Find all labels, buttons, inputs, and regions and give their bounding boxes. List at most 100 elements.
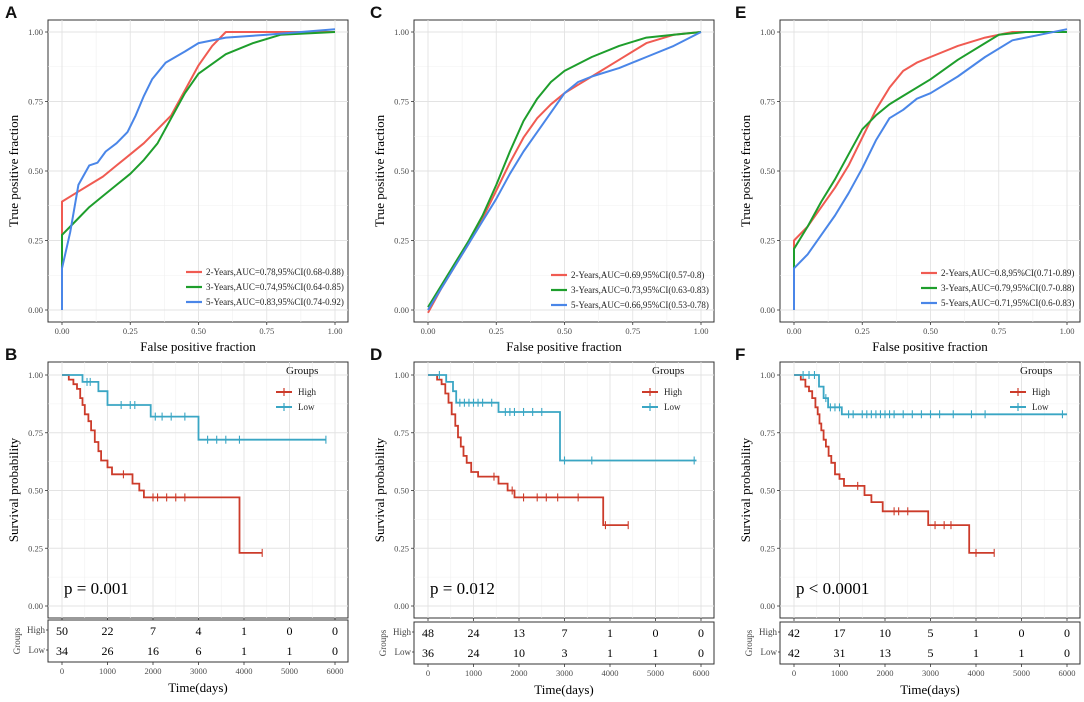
km-B-risk-value: 16	[147, 644, 159, 658]
roc-E-curve-1	[793, 31, 1067, 263]
km-F-curve-low	[794, 374, 1067, 416]
panel-label-E: E	[735, 3, 746, 22]
km-D-legend-label-low: Low	[664, 402, 681, 412]
roc-A-curve-3	[61, 28, 336, 310]
roc-C-ytick-label: 0.00	[394, 305, 409, 315]
km-D-curve-high	[428, 374, 629, 526]
km-B-risk-row-label-high: High	[27, 625, 46, 635]
km-F-legend-label-low: Low	[1032, 402, 1049, 412]
roc-E-xtick-label: 0.00	[787, 326, 802, 336]
km-D-xtick-label: 6000	[693, 668, 710, 678]
roc-A-ytick-label: 1.00	[28, 27, 43, 37]
roc-E-legend-label-2: 3-Years,AUC=0.79,95%CI(0.7-0.88)	[941, 283, 1074, 293]
km-F-risk-value: 17	[834, 626, 846, 640]
km-D-risk-value: 24	[468, 646, 480, 660]
km-B-legend-label-high: High	[298, 387, 317, 397]
km-B-xtick-label: 6000	[327, 666, 344, 676]
km-panel-B: 0.00 0.25 0.50 0.75 1.00 B Survival probabilit…	[5, 345, 349, 695]
km-D-ytick-label: 0.00	[394, 601, 409, 611]
km-B-risk-value: 34	[56, 644, 68, 658]
km-D-xtick-label: 5000	[647, 668, 664, 678]
km-B-ytick-label: 0.75	[28, 428, 43, 438]
km-panel-F: 0.00 0.25 0.50 0.75 1.00 F Survival probabilit…	[735, 345, 1081, 697]
km-F-risk-table-title: Groups	[744, 629, 754, 656]
km-D-ylabel: Survival probability	[372, 437, 387, 542]
km-D-xtick-label: 4000	[602, 668, 619, 678]
km-D-xtick-label: 1000	[465, 668, 482, 678]
km-D-risk-value: 0	[653, 626, 659, 640]
km-F-legend-label-high: High	[1032, 387, 1051, 397]
roc-A-xtick-label: 0.00	[55, 326, 70, 336]
km-F-risk-row-label-high: High	[759, 627, 778, 637]
km-F-legend-title: Groups	[1020, 365, 1052, 377]
km-B-risk-value: 6	[196, 644, 202, 658]
km-B-risk-value: 1	[287, 644, 293, 658]
km-F-ytick-label: 0.25	[760, 543, 775, 553]
roc-C-xtick-label: 0.25	[489, 326, 504, 336]
km-D-risk-value: 36	[422, 646, 434, 660]
km-F-risk-value: 42	[788, 626, 800, 640]
km-F-risk-value: 0	[1064, 626, 1070, 640]
km-F-ytick-label: 1.00	[760, 370, 775, 380]
km-F-risk-value: 5	[928, 646, 934, 660]
km-B-ytick-label: 0.25	[28, 543, 43, 553]
panel-label-D: D	[370, 345, 382, 364]
km-F-xtick-label: 5000	[1013, 668, 1030, 678]
roc-C-ylabel: True positive fraction	[372, 114, 387, 227]
km-B-risk-value: 26	[102, 644, 114, 658]
roc-E-xtick-label: 0.25	[855, 326, 870, 336]
km-B-risk-value: 0	[287, 624, 293, 638]
km-B-ytick-label: 0.00	[28, 601, 43, 611]
roc-A-xtick-label: 0.75	[259, 326, 274, 336]
km-B-risk-value: 1	[241, 644, 247, 658]
roc-A-ytick-label: 0.00	[28, 305, 43, 315]
km-F-xlabel: Time(days)	[900, 682, 959, 697]
km-D-risk-value: 24	[468, 626, 480, 640]
km-F-risk-value: 1	[973, 646, 979, 660]
km-B-risk-value: 0	[332, 624, 338, 638]
km-D-pvalue: p = 0.012	[430, 579, 495, 598]
km-B-xtick-label: 4000	[236, 666, 253, 676]
km-F-xtick-label: 0	[792, 668, 796, 678]
km-B-risk-value: 22	[102, 624, 114, 638]
km-F-curve-high	[794, 374, 995, 554]
km-F-risk-value: 0	[1064, 646, 1070, 660]
km-D-ytick-label: 1.00	[394, 370, 409, 380]
roc-C-ytick-label: 0.25	[394, 236, 409, 246]
km-F-risk-value: 10	[879, 626, 891, 640]
km-F-pvalue: p < 0.0001	[796, 579, 869, 598]
km-D-risk-row-label-high: High	[393, 627, 412, 637]
km-F-risk-value: 1	[973, 626, 979, 640]
km-F-risk-value: 0	[1019, 626, 1025, 640]
km-F-xtick-label: 6000	[1059, 668, 1076, 678]
roc-C-legend-label-3: 5-Years,AUC=0.66,95%CI(0.53-0.78)	[571, 300, 709, 310]
roc-A-ytick-label: 0.75	[28, 97, 43, 107]
km-D-xtick-label: 0	[426, 668, 430, 678]
km-D-legend-title: Groups	[652, 365, 684, 377]
km-D-ytick-label: 0.50	[394, 486, 409, 496]
km-F-ytick-label: 0.00	[760, 601, 775, 611]
km-D-ytick-label: 0.75	[394, 428, 409, 438]
roc-E-ytick-label: 0.75	[760, 97, 775, 107]
km-D-risk-value: 0	[698, 626, 704, 640]
km-D-risk-table-title: Groups	[378, 629, 388, 656]
roc-C-curve-2	[427, 31, 702, 308]
roc-C-curve-3	[427, 31, 702, 311]
km-B-xtick-label: 3000	[190, 666, 207, 676]
roc-A-legend-label-2: 3-Years,AUC=0.74,95%CI(0.64-0.85)	[206, 282, 344, 292]
km-B-risk-table-title: Groups	[12, 627, 22, 654]
km-F-risk-value: 5	[928, 626, 934, 640]
km-D-risk-value: 48	[422, 626, 434, 640]
roc-E-legend-label-1: 2-Years,AUC=0.8,95%CI(0.71-0.89)	[941, 268, 1074, 278]
km-D-risk-value: 1	[607, 646, 613, 660]
roc-C-legend-label-1: 2-Years,AUC=0.69,95%CI(0.57-0.8)	[571, 270, 704, 280]
roc-E-xtick-label: 0.75	[991, 326, 1006, 336]
km-F-risk-value: 42	[788, 646, 800, 660]
roc-E-legend-label-3: 5-Years,AUC=0.71,95%CI(0.6-0.83)	[941, 298, 1074, 308]
panel-label-C: C	[370, 3, 382, 22]
km-B-ytick-label: 1.00	[28, 370, 43, 380]
roc-C-xtick-label: 0.75	[625, 326, 640, 336]
km-F-risk-value: 31	[834, 646, 846, 660]
panel-label-B: B	[5, 345, 17, 364]
